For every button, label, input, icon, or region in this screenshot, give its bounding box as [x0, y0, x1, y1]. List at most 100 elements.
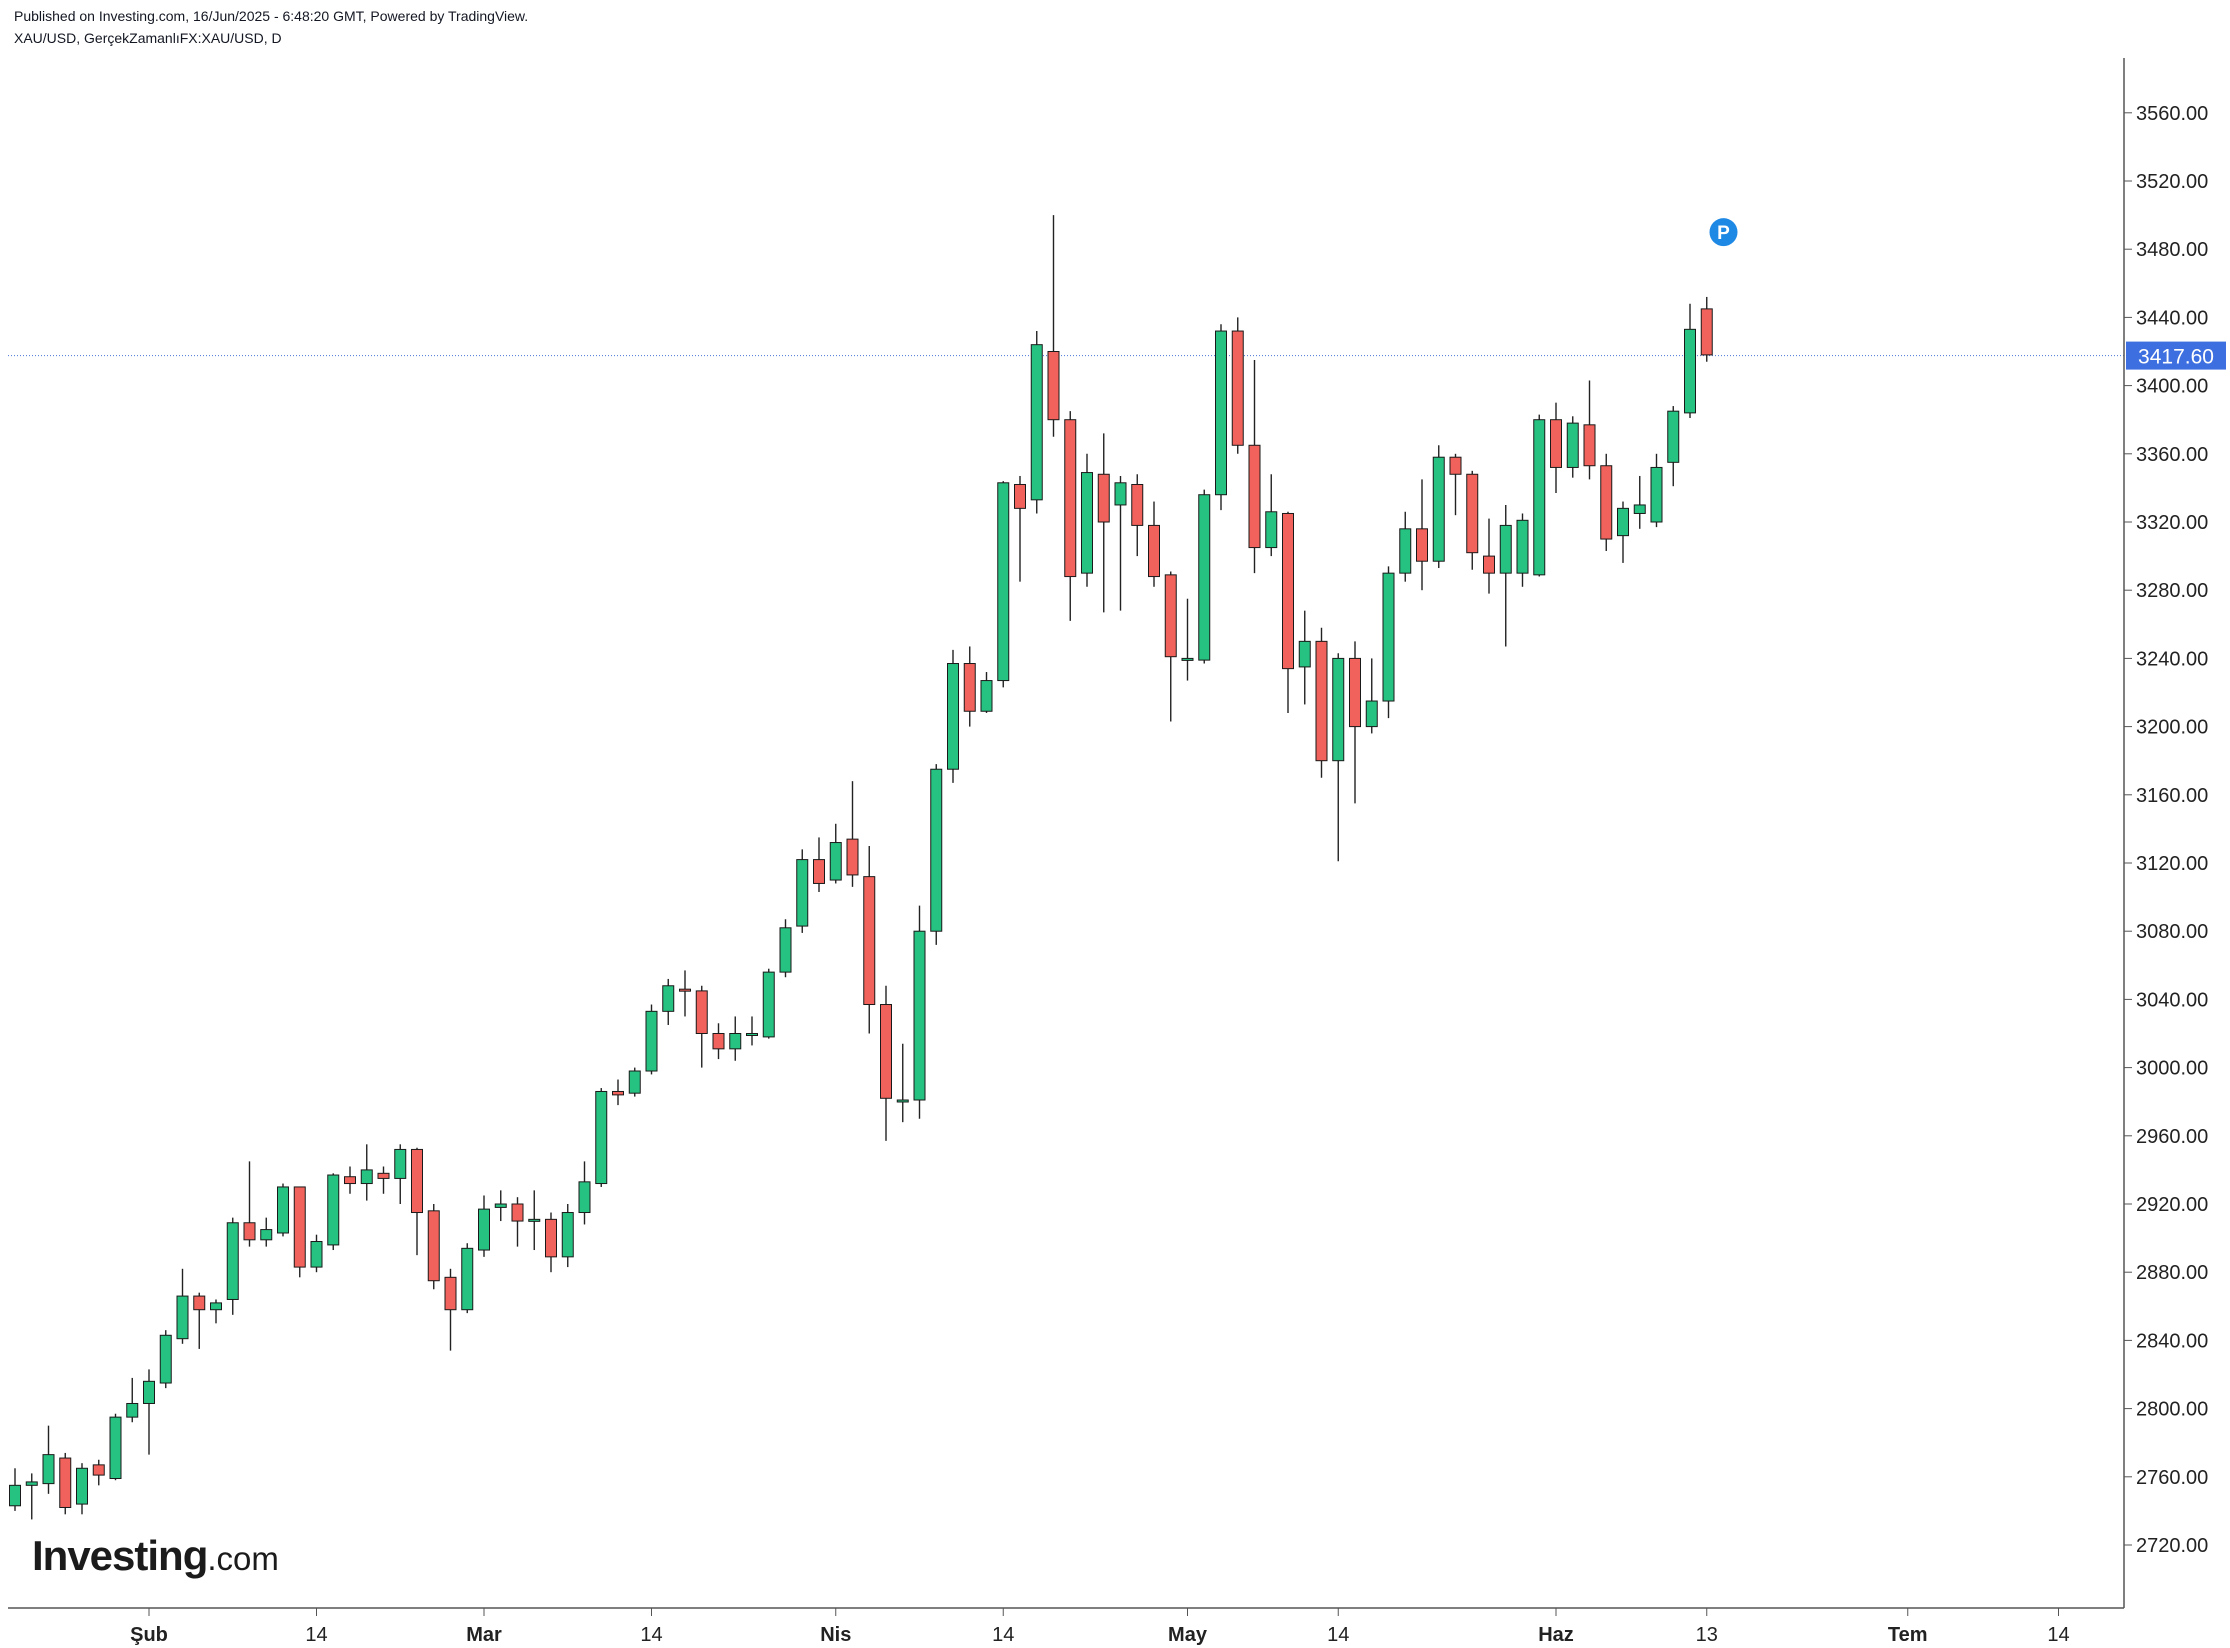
candle [1047, 215, 1060, 437]
candle [143, 1369, 155, 1455]
candle [327, 1173, 340, 1251]
candle-body-up [1215, 330, 1227, 496]
y-tick-label: 3440.00 [2136, 307, 2208, 329]
symbol-label: XAU/USD, GerçekZamanlıFX:XAU/USD, D [14, 30, 282, 46]
candle-body-down [1148, 524, 1160, 578]
candle-body-up [595, 1090, 608, 1185]
candle-body-down [1700, 308, 1713, 356]
candle-body-down [1349, 657, 1361, 728]
candle [260, 1217, 273, 1247]
candle-body-up [176, 1295, 189, 1340]
candle [1014, 475, 1026, 582]
candle-body-up [143, 1380, 155, 1404]
current-price-badge-bg [2126, 341, 2226, 370]
candle-body-up [1650, 466, 1663, 523]
candle [1114, 475, 1127, 611]
candle [126, 1377, 139, 1423]
pivot-marker-label: P [1717, 223, 1730, 244]
candle [1684, 303, 1696, 418]
candle-body-up [645, 1010, 658, 1072]
candle-body-down [846, 838, 859, 876]
candle [226, 1217, 239, 1315]
candle [930, 764, 943, 945]
y-tick-label: 3320.00 [2136, 512, 2208, 534]
candle [310, 1234, 323, 1273]
candle-body-up [478, 1208, 490, 1251]
candle-body-down [59, 1457, 72, 1508]
candle-body-down [963, 663, 976, 712]
candle [59, 1452, 72, 1515]
candle [1131, 474, 1144, 557]
y-tick-label: 3040.00 [2136, 989, 2208, 1011]
current-price-label: 3417.60 [2138, 346, 2214, 369]
candle [1650, 453, 1663, 528]
candle [360, 1144, 373, 1201]
candle [846, 781, 859, 887]
candle-body-down [1164, 574, 1177, 658]
candle-body-up [1432, 456, 1445, 562]
candle [1399, 511, 1412, 582]
candle [1365, 658, 1378, 734]
candles-layer [9, 215, 1713, 1520]
candle-body-down [695, 990, 708, 1034]
candle-body-up [260, 1229, 273, 1241]
candle [243, 1161, 256, 1247]
candle [1282, 511, 1294, 713]
candle-body-down [1282, 512, 1294, 670]
y-tick-label: 3560.00 [2136, 103, 2208, 125]
candle [1533, 414, 1546, 577]
current-price-badge: 3417.60 [2126, 341, 2226, 370]
candle [1198, 489, 1211, 664]
candle [1382, 566, 1395, 719]
candle [494, 1190, 507, 1222]
candle [478, 1195, 490, 1257]
candle-body-down [679, 988, 691, 992]
candle [1332, 653, 1345, 862]
candle [779, 919, 792, 978]
candle [42, 1425, 55, 1494]
candle [277, 1183, 289, 1237]
candle-body-up [947, 663, 959, 770]
candle [1432, 445, 1445, 569]
x-tick-label: 14 [305, 1624, 327, 1646]
x-tick-label: Şub [130, 1624, 168, 1646]
candle [595, 1088, 608, 1187]
candle-body-up [930, 768, 943, 932]
candle-body-up [997, 482, 1010, 682]
candle [729, 1016, 742, 1061]
candle-body-up [779, 927, 792, 973]
candle-body-up [1265, 511, 1278, 549]
candle [1164, 571, 1177, 722]
candle [896, 1043, 909, 1123]
candle [109, 1413, 122, 1481]
candle-body-up [327, 1174, 340, 1246]
candle [1030, 331, 1043, 514]
x-tick-label: 14 [2047, 1624, 2069, 1646]
y-tick-label: 3120.00 [2136, 853, 2208, 875]
candle-body-down [293, 1186, 306, 1268]
candle-body-up [494, 1203, 507, 1208]
y-tick-label: 2960.00 [2136, 1126, 2208, 1148]
candle [1298, 610, 1311, 705]
candle-body-down [1449, 456, 1462, 475]
candle-body-up [913, 930, 926, 1101]
logo-brand: Investing [32, 1532, 208, 1579]
candle [1148, 501, 1160, 587]
candle [344, 1166, 356, 1194]
x-tick-label: Nis [820, 1624, 851, 1646]
y-tick-label: 2720.00 [2136, 1535, 2208, 1557]
candle [679, 970, 691, 1017]
y-tick-label: 2760.00 [2136, 1467, 2208, 1489]
candle [1416, 479, 1428, 591]
y-tick-label: 3000.00 [2136, 1058, 2208, 1080]
candle [1583, 380, 1596, 480]
candle-body-down [880, 1004, 892, 1099]
y-tick-label: 2920.00 [2136, 1194, 2208, 1216]
candle [511, 1197, 524, 1247]
candle-body-up [1516, 519, 1529, 574]
candle [25, 1473, 38, 1520]
candle-body-down [1231, 330, 1244, 446]
x-tick-label: Tem [1888, 1624, 1928, 1646]
candle [293, 1186, 306, 1278]
